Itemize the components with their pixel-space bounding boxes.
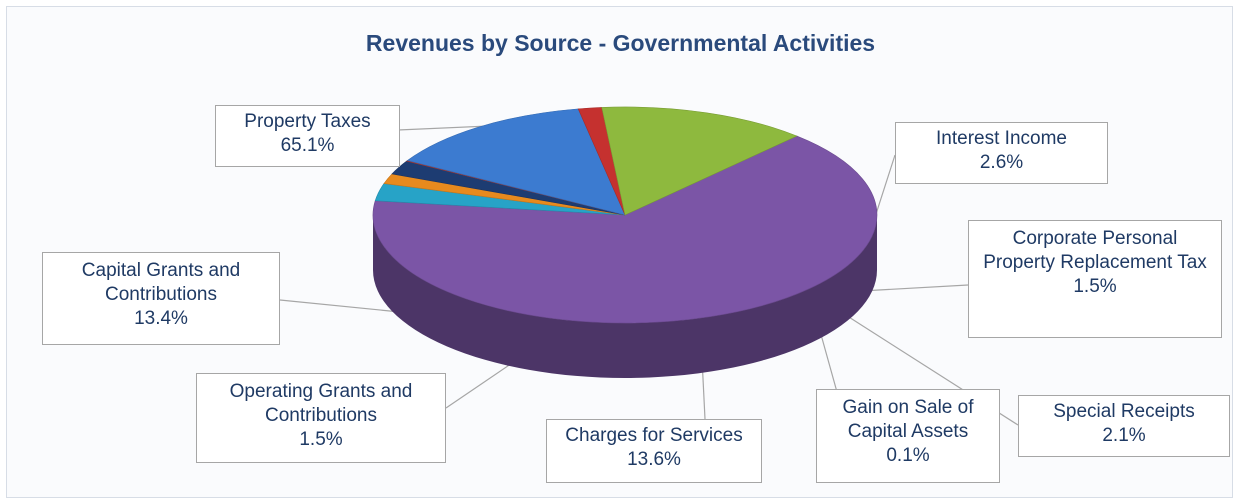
- label-property-taxes-value: 65.1%: [280, 135, 335, 156]
- label-operating-grants: Operating Grants and Contributions 1.5%: [196, 373, 446, 463]
- pie-slices: [372, 106, 878, 324]
- label-property-taxes-name: Property Taxes: [244, 111, 371, 132]
- label-charges-for-services-value: 13.6%: [627, 449, 681, 470]
- label-capital-grants-name: Capital Grants and Contributions: [81, 260, 241, 305]
- label-special-receipts-name: Special Receipts: [1053, 401, 1195, 422]
- label-property-taxes: Property Taxes 65.1%: [215, 105, 400, 167]
- label-capital-grants-value: 13.4%: [134, 308, 188, 329]
- label-operating-grants-value: 1.5%: [299, 429, 343, 450]
- pie-sides: [373, 215, 877, 378]
- label-interest-income-value: 2.6%: [979, 152, 1024, 173]
- label-gain-on-sale: Gain on Sale of Capital Assets 0.1%: [816, 389, 1000, 483]
- label-corporate-tax: Corporate Personal Property Replacement …: [968, 220, 1222, 338]
- label-special-receipts-value: 2.1%: [1102, 425, 1146, 446]
- pie-slice-5: [406, 108, 626, 216]
- pie-slice-7: [601, 106, 798, 216]
- label-gain-on-sale-name: Gain on Sale of Capital Assets: [842, 397, 974, 442]
- label-special-receipts: Special Receipts 2.1%: [1018, 395, 1230, 457]
- pie-side-0: [373, 215, 877, 378]
- label-charges-for-services-name: Charges for Services: [565, 425, 743, 446]
- pie-chart: [279, 106, 1019, 426]
- pie-slice-0: [372, 135, 878, 324]
- label-interest-income: Interest Income 2.6%: [895, 122, 1108, 184]
- label-interest-income-name: Interest Income: [936, 128, 1067, 149]
- chart-title: Revenues by Source - Governmental Activi…: [365, 30, 876, 56]
- label-corporate-tax-name: Corporate Personal Property Replacement …: [983, 228, 1207, 273]
- label-charges-for-services: Charges for Services 13.6%: [546, 419, 762, 483]
- label-operating-grants-name: Operating Grants and Contributions: [229, 381, 413, 426]
- label-capital-grants: Capital Grants and Contributions 13.4%: [42, 252, 280, 345]
- label-corporate-tax-value: 1.5%: [1073, 276, 1117, 297]
- label-gain-on-sale-value: 0.1%: [886, 445, 930, 466]
